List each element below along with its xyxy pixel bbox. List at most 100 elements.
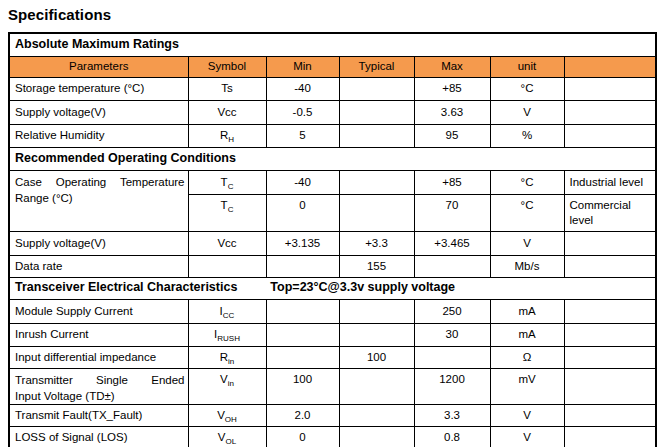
cell-typical — [339, 77, 414, 100]
cell-note — [564, 426, 656, 447]
cell-typical — [339, 170, 414, 194]
cell-unit: mA — [490, 323, 564, 346]
table-row: LOSS of Signal (LOS) VOL 0 0.8 V — [9, 426, 656, 447]
cell-min — [266, 255, 339, 277]
cell-max — [414, 346, 490, 368]
cell-min: -40 — [266, 170, 339, 194]
cell-typical — [339, 323, 414, 346]
cell-unit: °C — [490, 194, 564, 231]
cell-symbol: Vcc — [188, 100, 266, 124]
cell-parameter: Transmit Fault(TX_Fault) — [9, 404, 188, 426]
cell-parameter: Transmitter Single Ended Input Voltage (… — [9, 368, 188, 404]
cell-parameter: Data rate — [9, 255, 188, 277]
cell-symbol: Vcc — [188, 231, 266, 255]
section-title: Transceiver Electrical Characteristics — [15, 280, 237, 294]
table-row: Transmit Fault(TX_Fault) VOH 2.0 3.3 V — [9, 404, 656, 426]
cell-symbol: RH — [188, 124, 266, 147]
table-row: Module Supply Current ICC 250 mA — [9, 299, 656, 323]
cell-typical — [339, 404, 414, 426]
cell-parameter: Module Supply Current — [9, 299, 188, 323]
parameter-line-2: Range (°C) — [15, 190, 185, 206]
cell-min — [266, 346, 339, 368]
section-row-recommended-operating-conditions: Recommended Operating Conditions — [9, 147, 656, 170]
page-title: Specifications — [0, 0, 663, 23]
header-typical: Typical — [339, 56, 414, 77]
cell-max: 30 — [414, 323, 490, 346]
cell-typical: 155 — [339, 255, 414, 277]
cell-parameter: Case Operating Temperature Range (°C) — [9, 170, 188, 231]
cell-typical: 100 — [339, 346, 414, 368]
section-row-absolute-maximum-ratings: Absolute Maximum Ratings — [9, 33, 656, 56]
cell-parameter: Supply voltage(V) — [9, 231, 188, 255]
cell-symbol: TC — [188, 170, 266, 194]
cell-typical — [339, 426, 414, 447]
cell-max — [414, 255, 490, 277]
header-symbol: Symbol — [188, 56, 266, 77]
table-row: Input differential impedance Rin 100 Ω — [9, 346, 656, 368]
cell-min: -0.5 — [266, 100, 339, 124]
parameter-line-1: Transmitter Single Ended — [15, 372, 185, 388]
specifications-table: Absolute Maximum Ratings Parameters Symb… — [8, 32, 657, 447]
cell-symbol: Vin — [188, 368, 266, 404]
cell-unit: V — [490, 100, 564, 124]
cell-parameter: LOSS of Signal (LOS) — [9, 426, 188, 447]
cell-max: 3.3 — [414, 404, 490, 426]
table-row: Supply voltage(V) Vcc +3.135 +3.3 +3.465… — [9, 231, 656, 255]
cell-max: +85 — [414, 77, 490, 100]
cell-min: 0 — [266, 194, 339, 231]
section-title: Recommended Operating Conditions — [9, 147, 656, 170]
cell-parameter: Supply voltage(V) — [9, 100, 188, 124]
cell-symbol — [188, 255, 266, 277]
cell-min: -40 — [266, 77, 339, 100]
cell-max: 95 — [414, 124, 490, 147]
cell-typical — [339, 299, 414, 323]
cell-max: +85 — [414, 170, 490, 194]
cell-note — [564, 323, 656, 346]
cell-note: Commercial level — [564, 194, 656, 231]
cell-max: 70 — [414, 194, 490, 231]
cell-max: 1200 — [414, 368, 490, 404]
cell-typical: +3.3 — [339, 231, 414, 255]
cell-note — [564, 255, 656, 277]
parameter-line-2: Input Voltage (TD±) — [15, 388, 185, 404]
cell-unit: Mb/s — [490, 255, 564, 277]
header-min: Min — [266, 56, 339, 77]
cell-min — [266, 323, 339, 346]
cell-note — [564, 368, 656, 404]
header-max: Max — [414, 56, 490, 77]
cell-symbol: ICC — [188, 299, 266, 323]
cell-unit: mV — [490, 368, 564, 404]
cell-typical — [339, 194, 414, 231]
table-row: Inrush Current IRUSH 30 mA — [9, 323, 656, 346]
cell-typical — [339, 368, 414, 404]
cell-note — [564, 346, 656, 368]
section-subtitle: Top=23°C@3.3v supply voltage — [270, 280, 455, 294]
cell-min — [266, 299, 339, 323]
parameter-line-1: Case Operating Temperature — [15, 174, 185, 190]
table-header-row: Parameters Symbol Min Typical Max unit — [9, 56, 656, 77]
header-unit: unit — [490, 56, 564, 77]
cell-symbol: IRUSH — [188, 323, 266, 346]
cell-min: 0 — [266, 426, 339, 447]
cell-note: Industrial level — [564, 170, 656, 194]
cell-note — [564, 100, 656, 124]
cell-unit: V — [490, 231, 564, 255]
cell-unit: % — [490, 124, 564, 147]
cell-note — [564, 124, 656, 147]
cell-typical — [339, 100, 414, 124]
cell-symbol: TC — [188, 194, 266, 231]
cell-typical — [339, 124, 414, 147]
cell-symbol: Ts — [188, 77, 266, 100]
cell-max: 250 — [414, 299, 490, 323]
cell-note — [564, 231, 656, 255]
cell-parameter: Inrush Current — [9, 323, 188, 346]
cell-note — [564, 404, 656, 426]
header-note — [564, 56, 656, 77]
cell-unit: V — [490, 404, 564, 426]
cell-unit: Ω — [490, 346, 564, 368]
cell-unit: V — [490, 426, 564, 447]
table-row: Supply voltage(V) Vcc -0.5 3.63 V — [9, 100, 656, 124]
cell-note — [564, 299, 656, 323]
section-title: Absolute Maximum Ratings — [9, 33, 656, 56]
header-parameters: Parameters — [9, 56, 188, 77]
